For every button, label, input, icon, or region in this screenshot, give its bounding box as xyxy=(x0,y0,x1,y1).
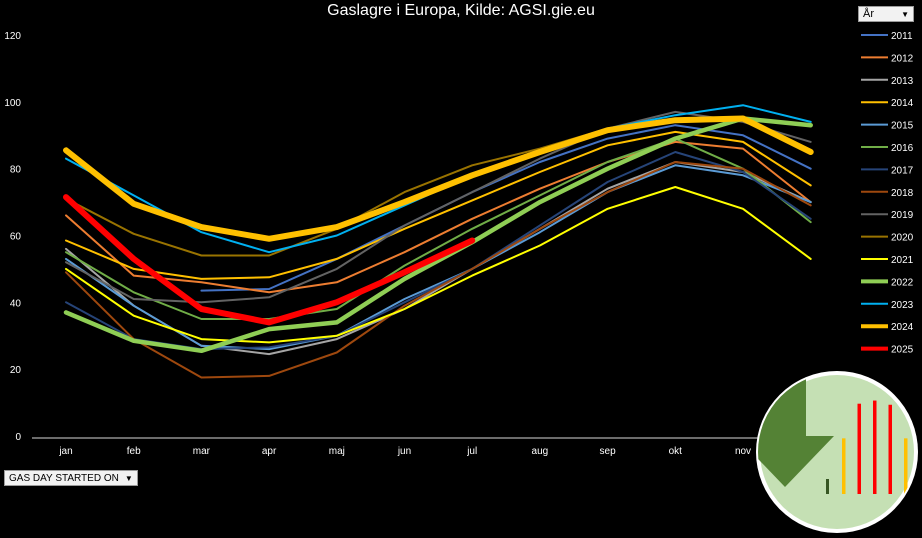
legend-item-2024: 2024 xyxy=(891,322,914,333)
legend-item-2015: 2015 xyxy=(891,121,914,132)
x-tick-label: mar xyxy=(193,446,211,457)
chart-title: Gaslagre i Europa, Kilde: AGSI.gie.eu xyxy=(327,2,595,19)
x-tick-label: sep xyxy=(600,446,617,457)
gas-day-field-button[interactable]: GAS DAY STARTED ON ▼ xyxy=(4,470,138,486)
dropdown-arrow-icon: ▼ xyxy=(124,473,133,483)
legend-item-2012: 2012 xyxy=(891,53,914,64)
y-tick-label: 60 xyxy=(10,232,22,243)
gas-storage-badge-icon xyxy=(756,371,918,533)
legend-item-2013: 2013 xyxy=(891,76,914,87)
series-line-2022 xyxy=(63,116,813,354)
legend-item-2018: 2018 xyxy=(891,188,914,199)
legend-item-2017: 2017 xyxy=(891,165,914,176)
y-tick-label: 80 xyxy=(10,165,22,176)
legend-item-2011: 2011 xyxy=(891,31,913,42)
series-line-2019 xyxy=(65,110,812,304)
x-tick-label: apr xyxy=(262,446,277,457)
y-tick-label: 40 xyxy=(10,298,22,309)
y-tick-label: 120 xyxy=(4,31,21,42)
y-axis: 0 20 40 60 80 100 120 xyxy=(4,31,21,443)
legend-item-2019: 2019 xyxy=(891,210,914,221)
legend-item-2022: 2022 xyxy=(891,277,914,288)
year-filter-button[interactable]: År ▼ xyxy=(858,6,914,22)
badge-bar xyxy=(873,400,877,494)
series-line-2024 xyxy=(63,115,814,242)
badge-bar xyxy=(888,404,892,494)
series-lines xyxy=(63,104,814,379)
series-line-2016 xyxy=(65,137,812,320)
y-tick-label: 100 xyxy=(4,98,21,109)
y-tick-label: 20 xyxy=(10,365,22,376)
legend-item-2020: 2020 xyxy=(891,233,914,244)
series-line-2021 xyxy=(65,186,812,344)
x-tick-label: jan xyxy=(58,446,72,457)
x-tick-label: feb xyxy=(127,446,141,457)
legend-item-2025: 2025 xyxy=(891,345,914,356)
x-tick-label: okt xyxy=(669,446,683,457)
x-tick-label: aug xyxy=(532,446,549,457)
badge-bar xyxy=(826,479,829,494)
series-line-2018 xyxy=(65,161,812,379)
series-line-2017 xyxy=(65,151,812,351)
series-line-2011 xyxy=(200,124,812,292)
year-filter-label: År xyxy=(863,8,874,20)
series-line-2025 xyxy=(63,194,476,326)
y-tick-label: 0 xyxy=(15,432,21,443)
legend-item-2021: 2021 xyxy=(891,255,914,266)
badge-bar xyxy=(857,403,861,494)
series-line-2015 xyxy=(65,164,812,351)
legend-item-2023: 2023 xyxy=(891,300,914,311)
x-tick-label: jun xyxy=(397,446,411,457)
x-tick-label: jul xyxy=(466,446,477,457)
legend: 2011 2012 2013 2014 2015 2016 2017 2018 2019 2020… xyxy=(861,31,914,356)
badge-bar xyxy=(842,438,846,494)
x-axis: janfebmaraprmajjunjulaugsepoktnovdec xyxy=(32,437,819,457)
x-tick-label: nov xyxy=(735,446,751,457)
legend-item-2014: 2014 xyxy=(891,98,914,109)
x-tick-label: maj xyxy=(329,446,345,457)
legend-item-2016: 2016 xyxy=(891,143,914,154)
badge-bar xyxy=(904,438,908,494)
dropdown-arrow-icon: ▼ xyxy=(901,9,909,19)
gas-day-field-label: GAS DAY STARTED ON xyxy=(9,472,119,484)
